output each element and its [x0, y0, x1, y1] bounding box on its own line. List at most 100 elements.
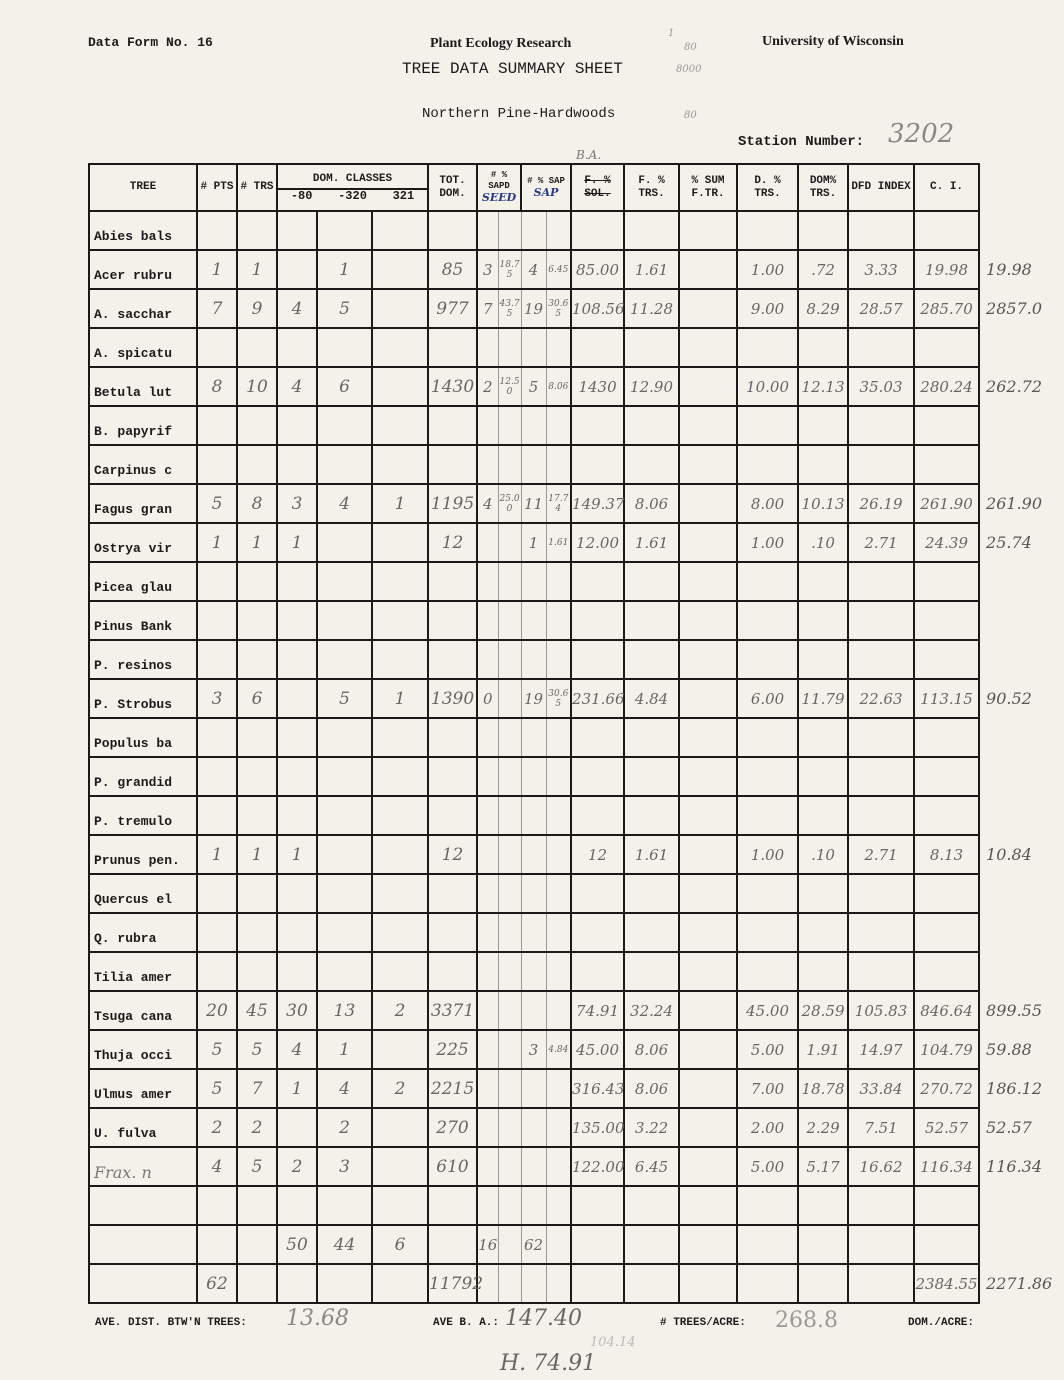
table-row: Tilia amer [88, 951, 1064, 992]
cell-ci: 2384.55 [913, 1263, 981, 1304]
table-row: Pinus Bank [88, 600, 1064, 641]
cell-trs [236, 1185, 278, 1226]
table-row: Q. rubra [88, 912, 1064, 953]
table-header-row: TREE # PTS # TRS DOM. CLASSES -80 -320 3… [88, 149, 1064, 212]
cell-f-sol [570, 756, 626, 797]
cell-dfd-index [847, 756, 916, 797]
cell-ci [913, 639, 981, 680]
cell-f-sol: 316.43 [570, 1068, 626, 1109]
col-80: -80 [290, 188, 313, 203]
cell-trs: 1 [236, 834, 278, 875]
cell-pts [196, 561, 238, 602]
cell-margin-total [979, 952, 1064, 991]
cell-sap-pct: 8.06 [545, 366, 572, 407]
cell-seed-count [476, 600, 499, 641]
cell-margin-total [979, 1225, 1064, 1264]
cell-dfd-index: 28.57 [847, 288, 916, 329]
cell-d-trs: 2.00 [736, 1107, 800, 1148]
cell-dom-trs [797, 717, 850, 758]
cell-seed-pct [497, 444, 522, 485]
cell-dfd-index [847, 444, 916, 485]
cell-seed-pct [497, 795, 522, 836]
cell-dom-320: 44 [316, 1224, 373, 1265]
cell-d-trs: 5.00 [736, 1146, 800, 1187]
cell-ci [913, 405, 981, 446]
tree-name: Pinus Bank [88, 600, 198, 641]
cell-trs: 5 [236, 1029, 278, 1070]
cell-dom-trs: .10 [797, 834, 850, 875]
cell-dfd-index: 26.19 [847, 483, 916, 524]
margin-note-1: 1 [668, 28, 675, 39]
cell-dom-320: 13 [316, 990, 373, 1031]
cell-dom-trs: .72 [797, 249, 850, 290]
cell-pts [196, 756, 238, 797]
cell-pts [196, 912, 238, 953]
cell-dom-trs [797, 210, 850, 251]
tree-name: B. papyrif [88, 405, 198, 446]
cell-sum-ftr [678, 990, 739, 1031]
cell-seed-pct [497, 405, 522, 446]
cell-trs [236, 600, 278, 641]
station-label: Station Number: [738, 134, 865, 150]
cell-seed-pct [497, 1224, 522, 1265]
cell-d-trs [736, 561, 800, 602]
col-margin [979, 164, 1064, 211]
table-row: Carpinus c [88, 444, 1064, 485]
cell-tot-dom [427, 561, 479, 602]
cell-ci: 52.57 [913, 1107, 981, 1148]
cell-f-trs [623, 1263, 681, 1304]
cell-seed-count [476, 1107, 499, 1148]
tree-data-table: TREE # PTS # TRS DOM. CLASSES -80 -320 3… [88, 149, 1064, 1304]
cell-dom-80 [276, 327, 318, 368]
cell-sap-pct [545, 990, 572, 1031]
cell-dom-80 [276, 1185, 318, 1226]
cell-f-trs: 1.61 [623, 522, 681, 563]
cell-dom-80 [276, 639, 318, 680]
table-row: P. resinos [88, 639, 1064, 680]
cell-trs: 1 [236, 522, 278, 563]
tree-name: Tsuga cana [88, 990, 198, 1031]
cell-dom-320: 3 [316, 1146, 373, 1187]
cell-dfd-index: 2.71 [847, 522, 916, 563]
cell-sap-pct [545, 834, 572, 875]
cell-dom-320 [316, 561, 373, 602]
table-row: Frax. n 4 5 2 3 610 122.00 6.45 5.00 5.17 16.62 116… [88, 1146, 1064, 1187]
cell-d-trs: 7.00 [736, 1068, 800, 1109]
cell-sap-count [520, 600, 547, 641]
cell-dom-321 [370, 561, 430, 602]
cell-sap-count [520, 1068, 547, 1109]
cell-f-trs [623, 327, 681, 368]
cell-d-trs: 6.00 [736, 678, 800, 719]
forest-type: Northern Pine-Hardwoods [422, 106, 616, 122]
tree-name: Abies bals [88, 210, 198, 251]
cell-sap-pct [545, 600, 572, 641]
cell-margin-total [979, 874, 1064, 913]
cell-seed-count: 2 [476, 366, 499, 407]
cell-dom-80: 4 [276, 366, 318, 407]
cell-ci [913, 951, 981, 992]
cell-trs [236, 444, 278, 485]
cell-dom-80: 3 [276, 483, 318, 524]
seed-label: # % SAPD [488, 170, 510, 191]
cell-dom-320: 4 [316, 483, 373, 524]
cell-sap-count: 19 [520, 288, 547, 329]
cell-dom-321 [370, 1029, 430, 1070]
cell-dfd-index [847, 327, 916, 368]
cell-tot-dom: 12 [427, 834, 479, 875]
tree-name: Picea glau [88, 561, 198, 602]
cell-seed-count [476, 327, 499, 368]
cell-sap-count: 5 [520, 366, 547, 407]
organization: Plant Ecology Research [430, 36, 572, 51]
cell-dfd-index: 3.33 [847, 249, 916, 290]
cell-dom-320 [316, 834, 373, 875]
cell-dom-321 [370, 600, 430, 641]
cell-margin-total [979, 913, 1064, 952]
table-row: Acer rubru 1 1 1 85 3 18.75 4 6.45 85.00 1.61 1.00.… [88, 249, 1064, 290]
cell-dom-80 [276, 678, 318, 719]
cell-tot-dom: 1390 [427, 678, 479, 719]
cell-pts: 2 [196, 1107, 238, 1148]
cell-tot-dom [427, 639, 479, 680]
cell-dom-80 [276, 600, 318, 641]
cell-dom-80: 4 [276, 288, 318, 329]
cell-trs: 7 [236, 1068, 278, 1109]
